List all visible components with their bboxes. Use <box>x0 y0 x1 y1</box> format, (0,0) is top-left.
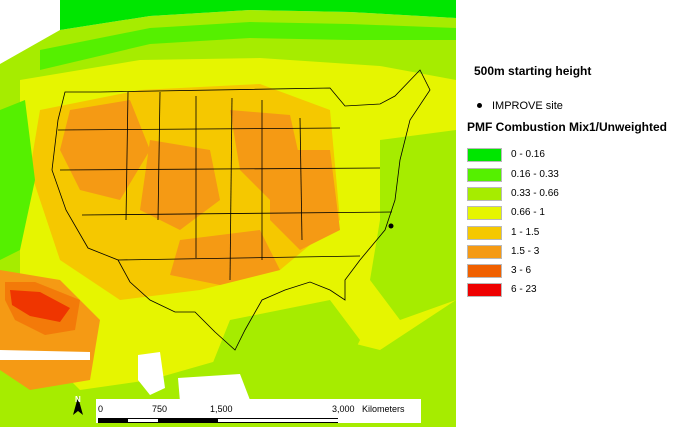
scale-unit: Kilometers <box>362 404 405 414</box>
region-orange-midwest <box>270 150 340 250</box>
legend-swatch <box>467 245 502 259</box>
legend-swatch <box>467 148 502 162</box>
legend-swatch <box>467 283 502 297</box>
north-arrow-icon: N <box>68 395 88 425</box>
legend-swatch <box>467 206 502 220</box>
nodata-patch-2 <box>138 352 165 395</box>
north-label: N <box>75 395 81 404</box>
region-orange-south <box>170 230 280 285</box>
scale-tick-label: 3,000 <box>332 404 355 414</box>
legend-panel: 500m starting height IMPROVE site PMF Co… <box>456 0 678 427</box>
legend-label: 0.33 - 0.66 <box>511 188 559 199</box>
product-title: PMF Combustion Mix1/Unweighted <box>467 120 667 134</box>
region-canada-north <box>60 0 456 30</box>
region-darkorange-baja <box>5 282 80 335</box>
legend-swatch <box>467 264 502 278</box>
map-title: 500m starting height <box>474 64 592 78</box>
scale-tick-label: 0 <box>98 404 104 414</box>
improve-site-dot-icon <box>477 103 482 109</box>
map-panel <box>0 0 456 427</box>
region-canada-band <box>40 22 456 70</box>
legend-swatch <box>467 168 502 182</box>
political-boundaries <box>51 69 431 351</box>
improve-site-label: IMPROVE site <box>492 100 563 112</box>
scale-bar-track <box>98 418 338 423</box>
nodata-patch-1 <box>0 350 90 360</box>
region-green-atlantic <box>370 130 456 320</box>
legend-label: 1 - 1.5 <box>511 227 540 238</box>
legend-label: 0.66 - 1 <box>511 207 545 218</box>
region-orange-rockies <box>140 140 220 230</box>
nodata-patch-3 <box>178 374 250 402</box>
legend-swatch <box>467 187 502 201</box>
concentration-map <box>0 0 456 427</box>
scale-tick-label: 1,500 <box>210 404 233 414</box>
legend-swatch <box>467 226 502 240</box>
legend-label: 1.5 - 3 <box>511 246 540 257</box>
scale-segment <box>98 419 128 422</box>
scale-tick-label: 750 <box>152 404 168 414</box>
legend-label: 0 - 0.16 <box>511 149 545 160</box>
legend-label: 0.16 - 0.33 <box>511 169 559 180</box>
legend-label: 6 - 23 <box>511 284 537 295</box>
scale-segment <box>158 419 218 422</box>
legend-label: 3 - 6 <box>511 265 532 276</box>
region-green-pacific <box>0 100 35 260</box>
scale-bar: 0 750 1,500 3,000 Kilometers <box>96 399 421 423</box>
improve-site-dot-icon <box>388 223 394 229</box>
improve-site-legend: IMPROVE site <box>474 100 563 112</box>
